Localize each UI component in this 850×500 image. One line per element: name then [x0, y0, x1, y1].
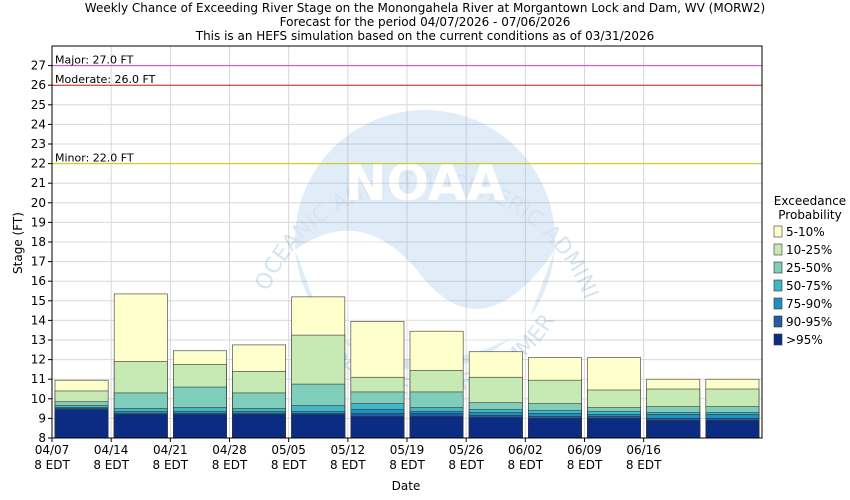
legend-swatch [773, 225, 783, 238]
x-tick-label-time: 8 EDT [93, 458, 129, 472]
bar-segment [587, 418, 641, 439]
x-tick-label-time: 8 EDT [389, 458, 425, 472]
legend-entry-label: 10-25% [786, 243, 832, 257]
x-tick-label-time: 8 EDT [153, 458, 189, 472]
x-tick-label-date: 05/19 [390, 443, 425, 457]
y-tick-label: 19 [31, 215, 46, 229]
x-tick-label-date: 04/07 [35, 443, 70, 457]
bar-segment [350, 416, 405, 439]
bar-segment [54, 409, 109, 439]
x-tick-label-date: 06/16 [626, 443, 661, 457]
x-tick-label-date: 04/14 [94, 443, 129, 457]
chart-title-line-2: Forecast for the period 04/07/2026 - 07/… [280, 15, 571, 29]
y-tick-label: 20 [31, 196, 46, 210]
bar-segment [232, 414, 286, 439]
y-tick-label: 27 [31, 59, 46, 73]
watermark-logo-text: NOAA [345, 154, 506, 212]
legend-entry-label: 5-10% [786, 225, 825, 239]
bar-segment [468, 417, 523, 439]
legend-swatch [773, 333, 783, 346]
x-tick-label-date: 04/28 [212, 443, 247, 457]
legend-items: 5-10% 10-25% 25-50% 50-75% 75-90% 90-95% >95% [773, 225, 832, 347]
y-tick-label: 12 [31, 353, 46, 367]
legend-entry-label: >95% [786, 333, 823, 347]
plot-area: NATIONAL OCEANIC AND ATMOSPHERIC ADMINIS… [0, 0, 763, 439]
x-tick-label-time: 8 EDT [212, 458, 248, 472]
x-tick-label-date: 05/26 [449, 443, 484, 457]
legend-swatch [773, 279, 783, 292]
x-axis-label: Date [392, 479, 421, 493]
legend-entry-label: 25-50% [786, 261, 832, 275]
bar-segment [528, 418, 582, 439]
legend-swatch [773, 315, 783, 328]
y-tick-label: 25 [31, 98, 46, 112]
bar-segment [409, 416, 464, 439]
legend-entry-label: 50-75% [786, 279, 832, 293]
y-axis-label: Stage (FT) [11, 212, 25, 274]
y-tick-label: 16 [31, 274, 46, 288]
legend-swatch [773, 261, 783, 274]
y-tick-label: 26 [31, 78, 46, 92]
y-tick-label: 14 [31, 313, 46, 327]
threshold-lines: Major: 27.0 FT Moderate: 26.0 FT Minor: 22… [52, 54, 762, 165]
chart-title-line-1: Weekly Chance of Exceeding River Stage o… [85, 1, 765, 15]
legend-entry-label: 90-95% [786, 315, 832, 329]
bar-segment [173, 414, 227, 439]
bar-segment [705, 420, 760, 439]
x-tick-label-time: 8 EDT [567, 458, 603, 472]
bar-segment [291, 414, 346, 439]
x-tick-label-date: 05/12 [331, 443, 366, 457]
y-tick-label: 8 [38, 431, 46, 445]
y-tick-label: 24 [31, 117, 46, 131]
legend-title-line-2: Probability [778, 208, 841, 222]
threshold-label: Major: 27.0 FT [55, 54, 134, 67]
y-tick-label: 21 [31, 176, 46, 190]
threshold-label: Minor: 22.0 FT [55, 152, 134, 165]
y-tick-label: 11 [31, 372, 46, 386]
y-tick-label: 18 [31, 235, 46, 249]
legend-swatch [773, 297, 783, 310]
threshold-label: Moderate: 26.0 FT [55, 73, 156, 86]
x-tick-label-time: 8 EDT [34, 458, 70, 472]
x-tick-label-time: 8 EDT [271, 458, 307, 472]
bar-segment [113, 414, 168, 439]
chart-title-line-3: This is an HEFS simulation based on the … [195, 29, 655, 43]
legend-entry-label: 75-90% [786, 297, 832, 311]
x-tick-label-date: 06/09 [567, 443, 602, 457]
y-tick-label: 22 [31, 157, 46, 171]
y-tick-label: 10 [31, 392, 46, 406]
y-tick-label: 15 [31, 294, 46, 308]
legend-title-line-1: Exceedance [774, 194, 846, 208]
x-tick-label-time: 8 EDT [508, 458, 544, 472]
x-tick-label-date: 05/05 [271, 443, 306, 457]
bar-segment [646, 420, 701, 439]
legend: Exceedance Probability 5-10% 10-25% 25-50%… [773, 194, 846, 347]
x-tick-label-date: 04/21 [153, 443, 188, 457]
y-tick-label: 17 [31, 255, 46, 269]
legend-swatch [773, 243, 783, 256]
x-tick-label-time: 8 EDT [448, 458, 484, 472]
x-tick-label-time: 8 EDT [330, 458, 366, 472]
y-axis: 8 9 10 11 12 13 14 15 16 17 18 19 20 21 22 23 24 25 26 27 [31, 59, 52, 445]
x-tick-label-date: 06/02 [508, 443, 543, 457]
y-tick-label: 9 [38, 411, 46, 425]
y-tick-label: 23 [31, 137, 46, 151]
x-tick-label-time: 8 EDT [626, 458, 662, 472]
y-tick-label: 13 [31, 333, 46, 347]
noaa-logo-disc [295, 110, 555, 370]
